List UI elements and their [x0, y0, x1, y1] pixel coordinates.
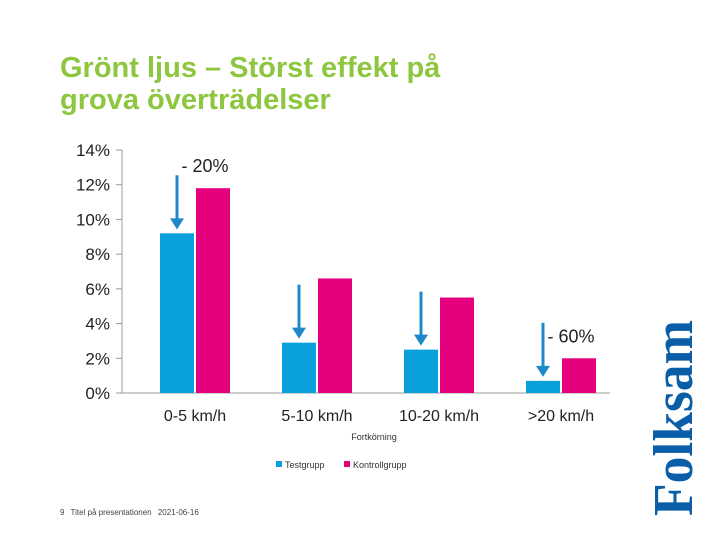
annotation-label: - 20%	[181, 156, 228, 176]
x-axis-title: Fortkörning	[351, 432, 397, 442]
annotation-label: - 60%	[547, 326, 594, 346]
legend-swatch-testgrupp	[276, 461, 282, 467]
y-tick-label: 14%	[76, 141, 110, 160]
legend-label: Kontrollgrupp	[353, 460, 407, 470]
footer-page-number: 9	[60, 508, 65, 517]
bar-testgrupp	[404, 349, 438, 393]
folksam-logo: Folksam	[643, 320, 700, 516]
footer: 9 Titel på presentationen 2021-06-16	[60, 508, 203, 517]
arrow-head	[170, 218, 184, 230]
y-tick-label: 4%	[85, 315, 110, 334]
y-tick-label: 0%	[85, 384, 110, 403]
footer-date: 2021-06-16	[157, 508, 199, 517]
arrow-head	[536, 365, 550, 377]
bar-kontrollgrupp	[196, 188, 230, 393]
slide-title: Grönt ljus – Störst effekt på grova över…	[60, 52, 580, 116]
x-tick-label: 10-20 km/h	[399, 408, 479, 425]
bar-testgrupp	[160, 233, 194, 393]
bar-testgrupp	[282, 342, 316, 393]
y-tick-label: 2%	[85, 349, 110, 368]
folksam-logo-text: Folksam	[643, 320, 700, 516]
bar-kontrollgrupp	[440, 297, 474, 393]
legend-label: Testgrupp	[285, 460, 325, 470]
y-tick-label: 8%	[85, 245, 110, 264]
footer-title: Titel på presentationen	[70, 508, 152, 517]
x-tick-label: >20 km/h	[528, 408, 594, 425]
bar-testgrupp	[526, 380, 560, 393]
bar-kontrollgrupp	[562, 358, 596, 393]
y-tick-label: 10%	[76, 210, 110, 229]
x-tick-label: 5-10 km/h	[281, 408, 352, 425]
slide-title-line-2: grova överträdelser	[60, 84, 331, 116]
legend-swatch-kontrollgrupp	[344, 461, 350, 467]
slide-title-line-1: Grönt ljus – Störst effekt på	[60, 52, 441, 84]
y-tick-label: 6%	[85, 280, 110, 299]
x-tick-label: 0-5 km/h	[164, 408, 226, 425]
bar-kontrollgrupp	[318, 278, 352, 393]
arrow-head	[414, 334, 428, 346]
y-tick-label: 12%	[76, 176, 110, 195]
arrow-head	[292, 327, 306, 339]
